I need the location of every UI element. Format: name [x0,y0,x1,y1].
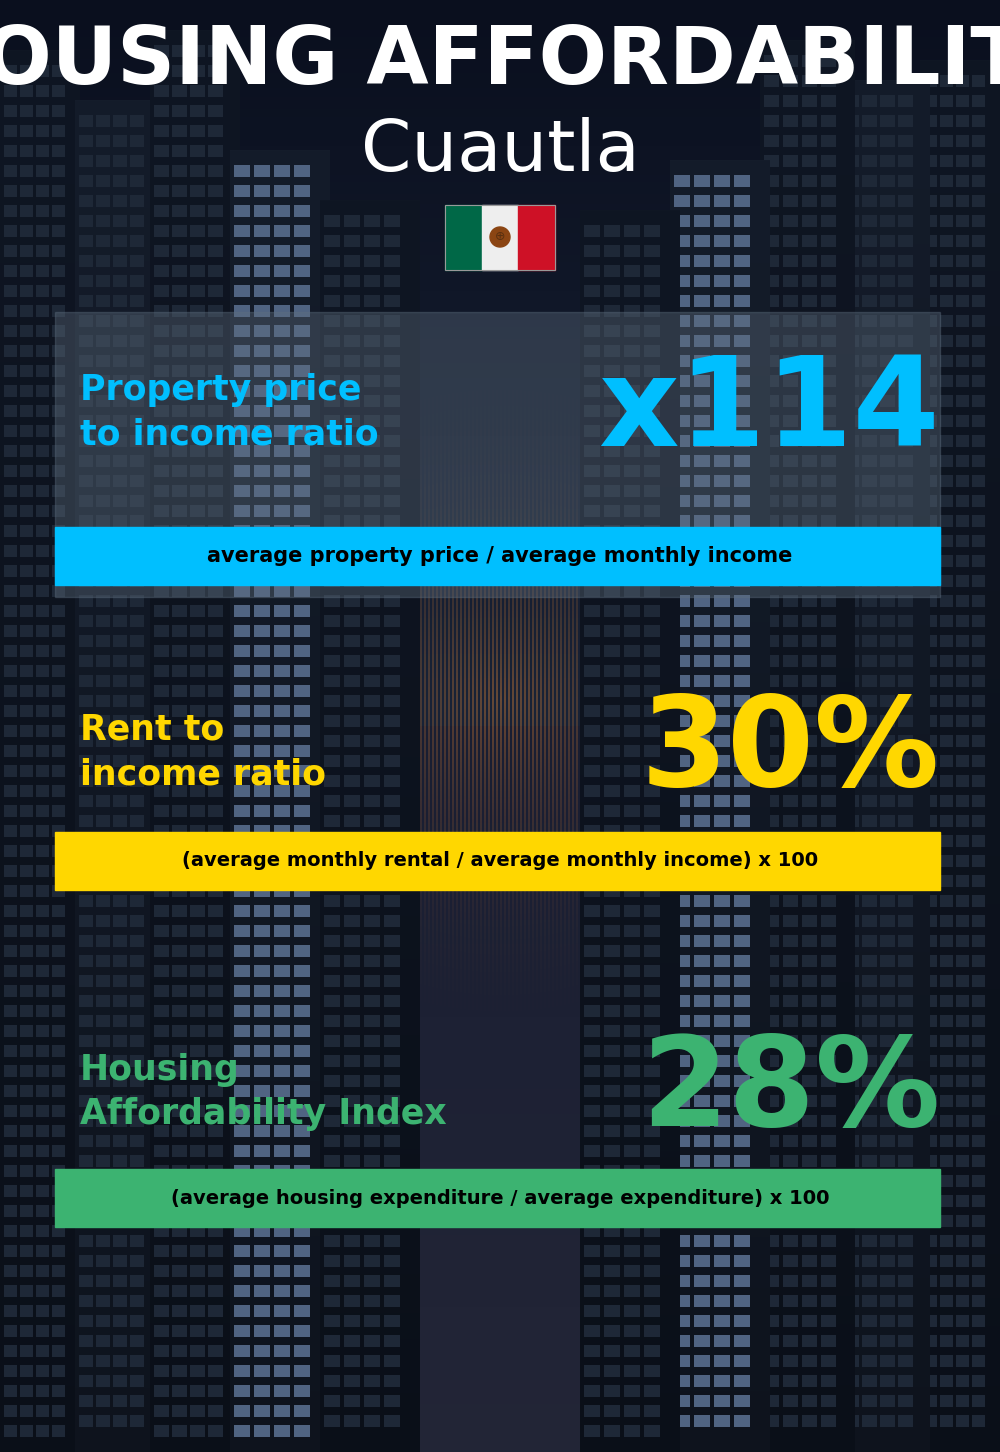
Bar [445,205,482,270]
Bar [55,1169,940,1227]
Bar [482,205,518,270]
Text: Property price
to income ratio: Property price to income ratio [80,373,379,452]
Bar [55,832,940,890]
Text: Rent to
income ratio: Rent to income ratio [80,713,326,791]
Text: Housing
Affordability Index: Housing Affordability Index [80,1053,447,1131]
Bar [55,527,940,585]
Text: 30%: 30% [641,691,940,813]
Text: Cuautla: Cuautla [361,118,639,186]
Text: average property price / average monthly income: average property price / average monthly… [207,546,793,566]
Bar [445,205,555,270]
Text: 28%: 28% [641,1031,940,1153]
Text: x114: x114 [598,351,940,472]
Bar [55,312,940,597]
Text: (average housing expenditure / average expenditure) x 100: (average housing expenditure / average e… [171,1189,829,1208]
Text: (average monthly rental / average monthly income) x 100: (average monthly rental / average monthl… [182,851,818,871]
Bar [518,205,555,270]
Text: HOUSING AFFORDABILITY: HOUSING AFFORDABILITY [0,23,1000,102]
Circle shape [490,227,510,247]
Text: ⊕: ⊕ [495,231,505,244]
